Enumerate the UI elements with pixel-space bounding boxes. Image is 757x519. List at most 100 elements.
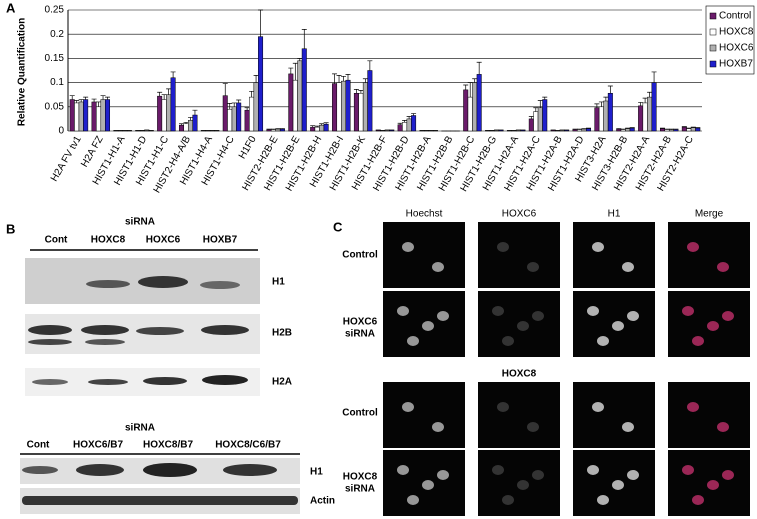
bar — [222, 95, 228, 132]
error-bar — [603, 96, 609, 101]
cell — [497, 242, 509, 252]
cell — [492, 306, 504, 316]
y-tick-label: 0.25 — [45, 5, 65, 16]
cell — [397, 306, 409, 316]
bar — [192, 114, 198, 132]
bar — [236, 102, 242, 132]
bar — [353, 92, 359, 132]
bar — [231, 106, 237, 132]
lane-label: HOXC6 — [146, 235, 181, 246]
micrograph — [478, 291, 560, 357]
panel-b: B siRNA Cont HOXC8 HOXC6 HOXB7 H1 H2B H2… — [6, 217, 335, 514]
error-bar — [411, 113, 417, 116]
bar — [161, 99, 167, 132]
error-bar — [236, 99, 242, 103]
band — [200, 281, 240, 289]
error-bar — [467, 82, 473, 98]
error-bar — [288, 67, 294, 74]
bar — [625, 128, 631, 132]
bar — [358, 92, 364, 132]
error-bar — [161, 94, 167, 100]
panel-label: C — [333, 219, 343, 234]
band — [202, 375, 248, 385]
band — [32, 379, 68, 385]
lane-label: HOXB7 — [203, 235, 238, 246]
error-bar — [187, 117, 193, 121]
band — [223, 464, 277, 476]
micrograph — [573, 382, 655, 448]
bar — [659, 128, 665, 132]
cell — [682, 306, 694, 316]
bar — [227, 108, 233, 132]
bar — [170, 77, 176, 132]
band — [201, 325, 249, 335]
error-bar — [183, 121, 189, 124]
band-label: Actin — [310, 496, 335, 507]
cell — [587, 465, 599, 475]
cell — [717, 422, 729, 432]
cell — [627, 470, 639, 480]
cell — [612, 480, 624, 490]
bar — [83, 99, 89, 132]
error-bar — [192, 109, 198, 116]
y-tick-label: 0.2 — [50, 29, 64, 40]
panel-c: C Hoechst HOXC6 H1 Merge HOXC8 Control H… — [333, 209, 750, 516]
cell — [437, 311, 449, 321]
band — [138, 276, 188, 288]
row-label: HOXC8 — [343, 472, 378, 483]
band — [28, 325, 72, 335]
band — [76, 464, 124, 476]
row-label: HOXC6 — [343, 317, 378, 328]
band-label: H2A — [272, 377, 292, 388]
cell — [437, 470, 449, 480]
band — [22, 466, 58, 474]
cell — [497, 402, 509, 412]
band-label: H1 — [310, 467, 323, 478]
bar — [310, 126, 316, 132]
cell — [532, 311, 544, 321]
error-bar — [100, 95, 106, 100]
cell — [692, 495, 704, 505]
bar — [690, 127, 696, 132]
bar — [647, 96, 653, 132]
cell — [687, 402, 699, 412]
bar — [472, 82, 478, 132]
cell — [517, 321, 529, 331]
cell — [407, 495, 419, 505]
error-bar — [594, 103, 600, 108]
band — [28, 339, 72, 345]
bar — [244, 109, 250, 132]
legend-swatch — [709, 60, 717, 68]
band — [86, 280, 130, 288]
bar — [585, 128, 591, 132]
bar — [664, 129, 670, 132]
band — [136, 327, 184, 335]
error-bar — [222, 83, 228, 96]
bar — [266, 129, 272, 132]
error-bar — [638, 102, 644, 106]
micrograph — [383, 222, 465, 288]
cell — [592, 402, 604, 412]
bar — [183, 123, 189, 132]
bar — [341, 80, 347, 132]
error-bar — [170, 71, 176, 78]
bar — [581, 128, 587, 132]
error-bar — [249, 90, 255, 98]
y-tick-label: 0 — [58, 126, 64, 137]
bar — [332, 83, 338, 132]
error-bar — [472, 78, 478, 83]
blot-heading: siRNA — [125, 423, 155, 434]
lane-label: HOXC8/B7 — [143, 440, 193, 451]
lane-label: HOXC8 — [91, 235, 126, 246]
error-bar — [358, 89, 364, 94]
bar — [616, 128, 622, 132]
error-bar — [397, 122, 403, 125]
bar — [537, 107, 543, 132]
cell — [692, 336, 704, 346]
bar — [406, 118, 412, 132]
micrograph — [478, 450, 560, 516]
bar — [695, 127, 701, 132]
bar — [533, 111, 539, 132]
cell — [492, 465, 504, 475]
bar — [594, 107, 600, 132]
